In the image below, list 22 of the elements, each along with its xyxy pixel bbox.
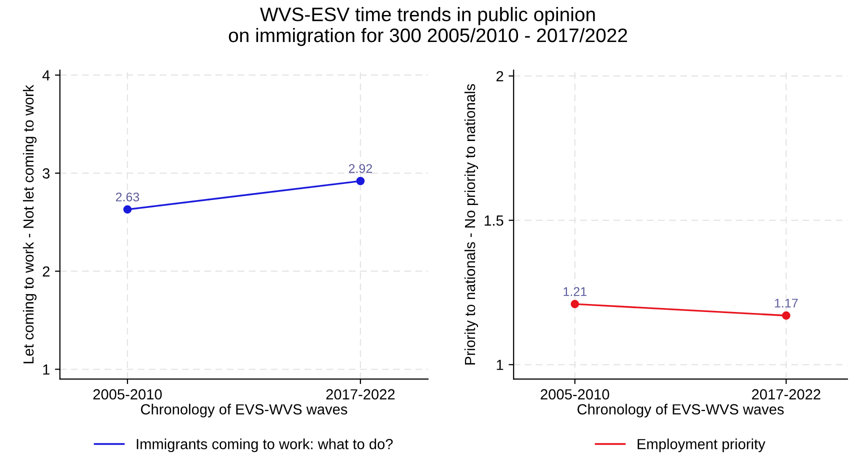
y-tick-label: 2 — [496, 71, 504, 82]
y-axis-title: Let coming to work - Not let coming to work — [22, 84, 37, 364]
legend-label: Employment priority — [638, 438, 766, 452]
y-tick-label: 1 — [496, 360, 504, 370]
x-tick-label: 2005-2010 — [93, 389, 162, 400]
data-label: 2.63 — [116, 192, 140, 202]
y-axis-title: Priority to nationals - No priority to nationals — [464, 84, 478, 364]
y-tick-label: 4 — [42, 70, 50, 80]
y-tick-label: 1 — [43, 364, 50, 375]
x-axis-title: Chronology of EVS-WVS waves — [140, 404, 348, 418]
data-label: 2.92 — [348, 164, 372, 173]
x-tick-label: 2005-2010 — [540, 389, 610, 400]
x-tick-label: 2017-2022 — [752, 389, 820, 400]
y-tick-label: 1.5 — [484, 216, 504, 226]
legend-label: Immigrants coming to work: what to do? — [136, 438, 393, 452]
x-tick-label: 2017-2022 — [326, 389, 395, 400]
y-tick-label: 3 — [42, 168, 50, 179]
data-label: 1.17 — [774, 298, 798, 308]
x-axis-title: Chronology of EVS-WVS waves — [578, 404, 784, 418]
chart-title: WVS-ESV time trends in public opinion on immigration for 300 2005/2010 - 2017/2022 — [228, 7, 628, 46]
data-label: 1.21 — [564, 287, 586, 296]
y-tick-label: 2 — [42, 266, 50, 276]
